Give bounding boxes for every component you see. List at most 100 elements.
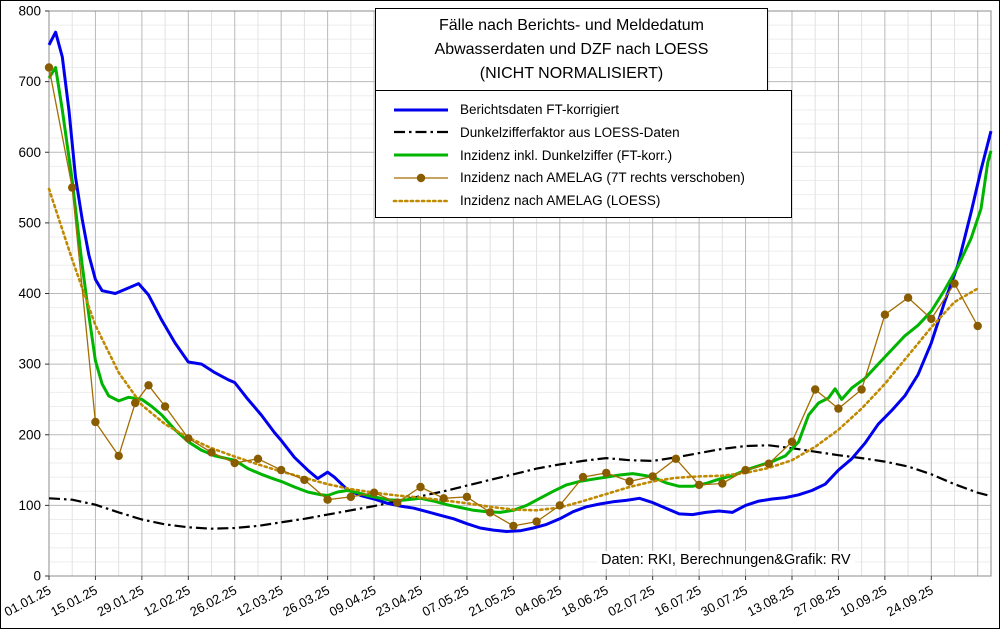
legend-item-dunkelzifferfaktor: Dunkelzifferfaktor aus LOESS-Daten bbox=[392, 122, 783, 143]
data-point-marker bbox=[346, 492, 355, 502]
x-tick-label: 15.01.25 bbox=[48, 582, 100, 619]
data-point-marker bbox=[462, 492, 472, 502]
series-dunkelzifferfaktor bbox=[48, 444, 992, 530]
y-tick-label: 800 bbox=[18, 4, 41, 19]
y-axis: 0 100 200 300 400 500 600 700 800 bbox=[18, 4, 49, 584]
data-point-marker bbox=[44, 63, 54, 72]
data-point-marker bbox=[439, 494, 448, 503]
data-point-marker bbox=[950, 279, 959, 288]
x-tick-label: 09.04.25 bbox=[327, 582, 379, 619]
y-tick-label: 600 bbox=[18, 145, 41, 160]
legend-label: Inzidenz inkl. Dunkelziffer (FT-korr.) bbox=[460, 147, 673, 163]
legend-line-sample-inzidenz-dunkelziffer bbox=[394, 153, 448, 157]
chart-legend: Berichtsdaten FT-korrigiert Dunkelzifferf… bbox=[375, 90, 792, 218]
data-point-marker bbox=[903, 293, 913, 302]
x-tick-label: 27.08.25 bbox=[791, 582, 843, 619]
legend-item-amelag-7t: Inzidenz nach AMELAG (7T rechts verschob… bbox=[392, 167, 783, 188]
x-tick-label: 02.07.25 bbox=[605, 582, 657, 619]
x-tick-label: 07.05.25 bbox=[420, 582, 472, 619]
x-tick-label: 30.07.25 bbox=[698, 582, 750, 619]
data-point-marker bbox=[160, 402, 170, 411]
x-tick-label: 18.06.25 bbox=[559, 582, 611, 619]
x-tick-label: 26.03.25 bbox=[280, 582, 332, 619]
data-point-marker bbox=[184, 434, 193, 443]
legend-item-amelag-loess: Inzidenz nach AMELAG (LOESS) bbox=[392, 190, 783, 211]
x-tick-label: 12.03.25 bbox=[234, 582, 286, 619]
legend-label: Inzidenz nach AMELAG (LOESS) bbox=[460, 193, 661, 208]
series-line-amelag-7t bbox=[48, 67, 979, 527]
data-point-marker bbox=[416, 482, 425, 492]
series-amelag-7t bbox=[44, 63, 982, 531]
data-point-marker bbox=[114, 451, 123, 461]
series-berichtsdaten bbox=[47, 30, 993, 533]
data-point-marker bbox=[68, 183, 77, 192]
x-tick-label: 24.09.25 bbox=[884, 582, 936, 619]
data-point-marker bbox=[671, 454, 681, 463]
x-tick-label: 26.02.25 bbox=[187, 582, 239, 619]
data-point-marker bbox=[207, 448, 216, 457]
y-tick-label: 500 bbox=[18, 215, 41, 230]
x-tick-label: 12.02.25 bbox=[141, 582, 193, 619]
chart-title-line-1: Fälle nach Berichts- und Meldedatum bbox=[438, 17, 705, 34]
series-amelag-loess bbox=[47, 187, 980, 512]
data-point-marker bbox=[857, 385, 866, 394]
x-tick-label: 10.09.25 bbox=[838, 582, 890, 619]
y-tick-label: 100 bbox=[18, 498, 41, 513]
legend-label: Dunkelzifferfaktor aus LOESS-Daten bbox=[460, 124, 680, 140]
data-point-marker bbox=[927, 314, 936, 324]
data-point-marker bbox=[578, 472, 588, 482]
data-point-marker bbox=[741, 465, 750, 475]
data-point-marker bbox=[648, 472, 657, 481]
data-point-marker bbox=[718, 479, 727, 488]
x-tick-label: 21.05.25 bbox=[466, 582, 518, 619]
data-point-marker bbox=[300, 475, 309, 485]
legend-line-sample-amelag-7t bbox=[394, 173, 448, 182]
legend-label: Inzidenz nach AMELAG (7T rechts verschob… bbox=[460, 170, 745, 186]
data-point-marker bbox=[485, 508, 495, 517]
x-tick-label: 04.06.25 bbox=[512, 582, 564, 619]
legend-item-berichtsdaten: Berichtsdaten FT-korrigiert bbox=[392, 99, 783, 120]
y-tick-label: 400 bbox=[18, 286, 41, 301]
x-tick-label: 23.04.25 bbox=[373, 582, 425, 619]
source-note: Daten: RKI, Berechnungen&Grafik: RV bbox=[597, 551, 855, 569]
data-point-marker bbox=[144, 381, 153, 390]
data-point-marker bbox=[393, 498, 402, 507]
chart-title-line-3: (NICHT NORMALISIERT) bbox=[479, 65, 664, 82]
y-tick-label: 700 bbox=[18, 74, 41, 89]
x-tick-label: 29.01.25 bbox=[95, 582, 147, 619]
data-point-marker bbox=[555, 501, 564, 510]
data-point-marker bbox=[277, 465, 286, 475]
series-line-dunkelzifferfaktor bbox=[48, 444, 992, 530]
data-point-marker bbox=[253, 454, 263, 463]
data-point-marker bbox=[811, 385, 820, 394]
data-point-marker bbox=[323, 495, 332, 504]
chart-title-box: Fälle nach Berichts- und Meldedatum Abwa… bbox=[375, 8, 768, 93]
legend-label: Berichtsdaten FT-korrigiert bbox=[460, 102, 620, 117]
data-point-marker bbox=[230, 458, 239, 468]
data-point-marker bbox=[91, 417, 100, 427]
legend-item-inzidenz-dunkelziffer: Inzidenz inkl. Dunkelziffer (FT-korr.) bbox=[392, 145, 783, 166]
legend-line-sample-dunkelzifferfaktor bbox=[394, 131, 448, 134]
y-tick-label: 200 bbox=[18, 427, 41, 442]
data-point-marker bbox=[532, 517, 541, 526]
series-line-berichtsdaten bbox=[47, 30, 993, 533]
data-point-marker bbox=[880, 310, 890, 319]
data-point-marker bbox=[787, 437, 797, 446]
data-point-marker bbox=[973, 321, 982, 331]
x-axis: 01.01.2515.01.2529.01.2512.02.2526.02.25… bbox=[2, 576, 936, 619]
data-point-marker bbox=[509, 521, 518, 531]
x-tick-label: 13.08.25 bbox=[745, 582, 797, 619]
data-point-marker bbox=[764, 459, 773, 468]
data-point-marker bbox=[625, 477, 634, 486]
y-tick-label: 300 bbox=[18, 357, 41, 372]
data-point-marker bbox=[369, 488, 379, 497]
x-tick-label: 01.01.25 bbox=[2, 582, 54, 619]
data-point-marker bbox=[694, 480, 704, 490]
series-line-amelag-loess bbox=[47, 187, 980, 512]
chart-title-line-2: Abwasserdaten und DZF nach LOESS bbox=[434, 41, 709, 58]
data-point-marker bbox=[131, 398, 140, 408]
x-tick-label: 16.07.25 bbox=[652, 582, 704, 619]
legend-marker-icon bbox=[416, 173, 426, 182]
